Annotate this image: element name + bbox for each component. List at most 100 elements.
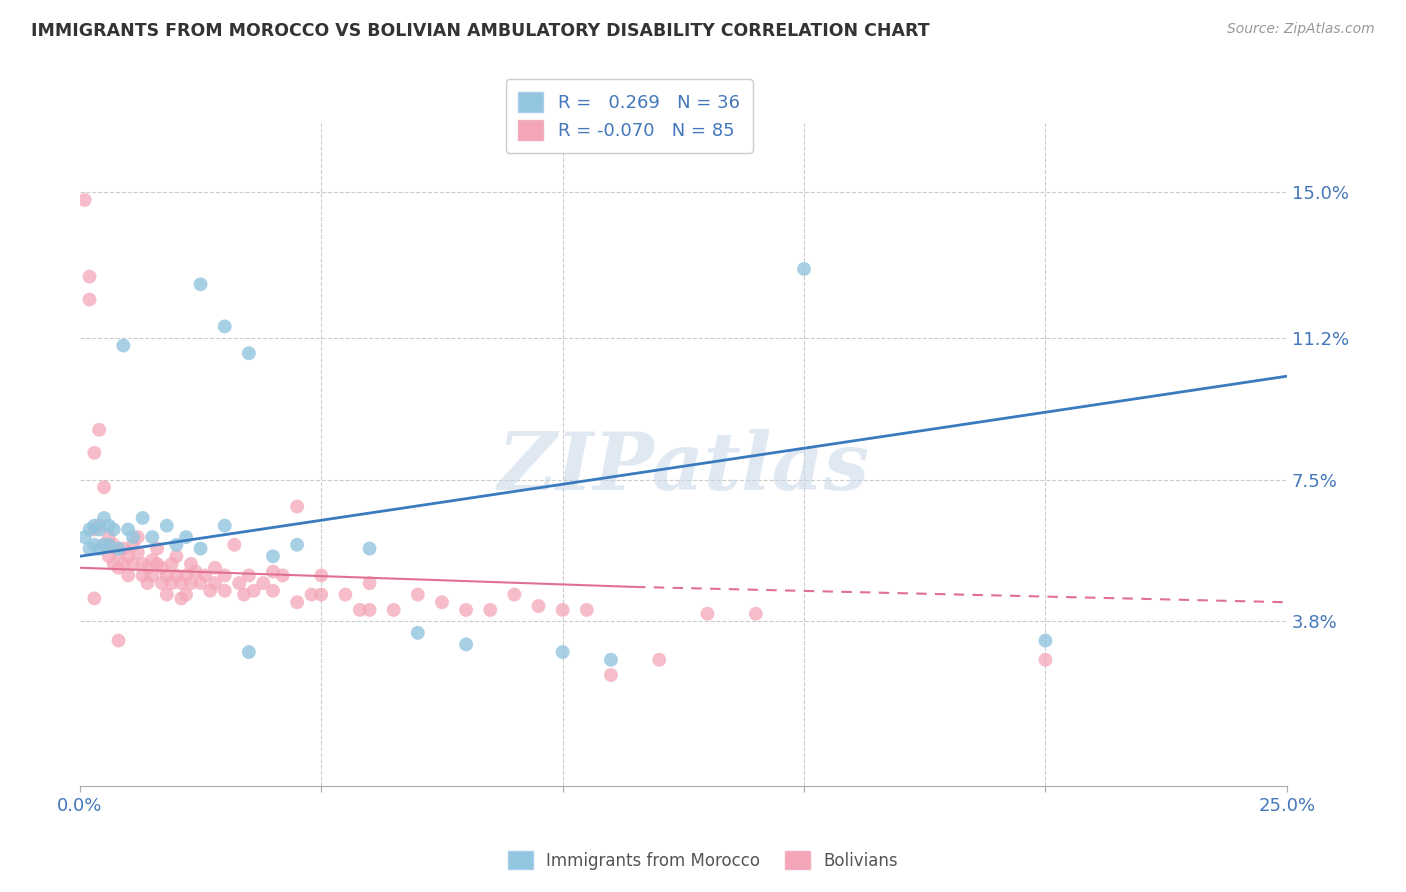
Point: [174, 588, 197, 602]
Point: [165, 549, 187, 564]
Point: [156, 588, 179, 602]
Point: [97, 530, 120, 544]
Point: [97, 518, 120, 533]
Point: [112, 338, 135, 352]
Point: [141, 553, 163, 567]
Point: [136, 561, 159, 575]
Point: [214, 319, 236, 334]
Point: [793, 262, 815, 277]
Point: [648, 653, 671, 667]
Point: [600, 653, 623, 667]
Point: [83, 538, 105, 552]
Point: [359, 541, 381, 556]
Point: [238, 645, 260, 659]
Point: [214, 568, 236, 582]
Point: [262, 565, 284, 579]
Text: ZIPatlas: ZIPatlas: [498, 429, 869, 507]
Point: [141, 530, 163, 544]
Point: [696, 607, 718, 621]
Point: [214, 583, 236, 598]
Point: [112, 557, 135, 571]
Point: [107, 541, 129, 556]
Point: [214, 518, 236, 533]
Point: [83, 446, 105, 460]
Point: [503, 588, 526, 602]
Point: [285, 595, 308, 609]
Point: [103, 523, 125, 537]
Point: [103, 557, 125, 571]
Point: [83, 591, 105, 606]
Legend: Immigrants from Morocco, Bolivians: Immigrants from Morocco, Bolivians: [501, 845, 905, 877]
Point: [112, 541, 135, 556]
Point: [107, 545, 129, 559]
Point: [190, 277, 212, 292]
Point: [301, 588, 323, 602]
Point: [73, 530, 96, 544]
Point: [184, 565, 207, 579]
Point: [430, 595, 453, 609]
Point: [242, 583, 264, 598]
Point: [150, 561, 173, 575]
Point: [131, 568, 153, 582]
Point: [122, 538, 145, 552]
Point: [93, 538, 115, 552]
Point: [204, 576, 226, 591]
Point: [262, 583, 284, 598]
Point: [174, 530, 197, 544]
Point: [359, 603, 381, 617]
Point: [160, 557, 183, 571]
Point: [1035, 653, 1057, 667]
Point: [89, 523, 111, 537]
Point: [165, 538, 187, 552]
Point: [97, 538, 120, 552]
Point: [89, 423, 111, 437]
Point: [551, 603, 574, 617]
Point: [745, 607, 768, 621]
Point: [160, 576, 183, 591]
Point: [285, 500, 308, 514]
Legend: R =   0.269   N = 36, R = -0.070   N = 85: R = 0.269 N = 36, R = -0.070 N = 85: [506, 79, 752, 153]
Point: [479, 603, 502, 617]
Point: [165, 568, 187, 582]
Point: [117, 568, 139, 582]
Point: [1035, 633, 1057, 648]
Point: [122, 530, 145, 544]
Point: [180, 557, 202, 571]
Point: [309, 588, 332, 602]
Point: [285, 538, 308, 552]
Point: [359, 576, 381, 591]
Point: [79, 269, 101, 284]
Point: [107, 561, 129, 575]
Point: [200, 583, 222, 598]
Point: [146, 557, 169, 571]
Text: Source: ZipAtlas.com: Source: ZipAtlas.com: [1227, 22, 1375, 37]
Point: [93, 538, 115, 552]
Point: [170, 591, 193, 606]
Text: IMMIGRANTS FROM MOROCCO VS BOLIVIAN AMBULATORY DISABILITY CORRELATION CHART: IMMIGRANTS FROM MOROCCO VS BOLIVIAN AMBU…: [31, 22, 929, 40]
Point: [456, 637, 478, 651]
Point: [194, 568, 217, 582]
Point: [127, 530, 149, 544]
Point: [89, 541, 111, 556]
Point: [97, 549, 120, 564]
Point: [456, 603, 478, 617]
Point: [190, 576, 212, 591]
Point: [136, 576, 159, 591]
Point: [83, 523, 105, 537]
Point: [575, 603, 598, 617]
Point: [271, 568, 294, 582]
Point: [156, 568, 179, 582]
Point: [174, 568, 197, 582]
Point: [79, 293, 101, 307]
Point: [122, 557, 145, 571]
Point: [382, 603, 405, 617]
Point: [83, 518, 105, 533]
Point: [406, 588, 429, 602]
Point: [146, 541, 169, 556]
Point: [349, 603, 371, 617]
Point: [156, 518, 179, 533]
Point: [150, 576, 173, 591]
Point: [262, 549, 284, 564]
Point: [73, 193, 96, 207]
Point: [527, 599, 550, 613]
